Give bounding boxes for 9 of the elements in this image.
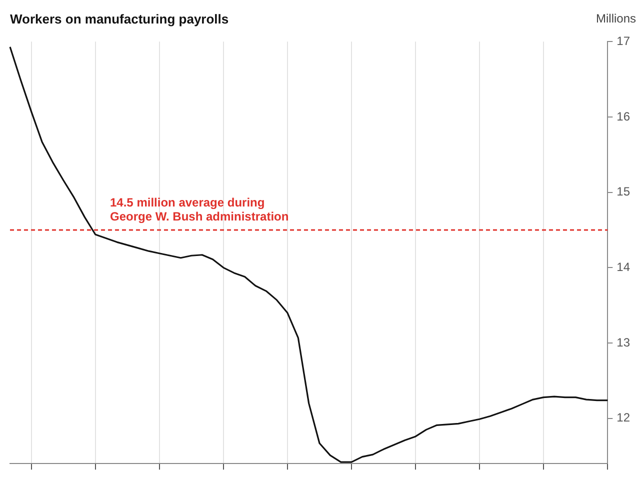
y-tick-label: 14 [616, 260, 630, 274]
y-tick-label: 17 [616, 34, 630, 48]
y-tick-label: 13 [616, 335, 630, 350]
y-tick-label: 16 [616, 109, 630, 124]
ref-line-label: 14.5 million average during George W. Bush administration [110, 195, 289, 224]
y-tick-label: 15 [616, 184, 630, 199]
chart-title: Workers on manufacturing payrolls [10, 11, 229, 26]
y-tick-label: 12 [616, 410, 630, 425]
y-axis-title: Millions [596, 11, 636, 26]
